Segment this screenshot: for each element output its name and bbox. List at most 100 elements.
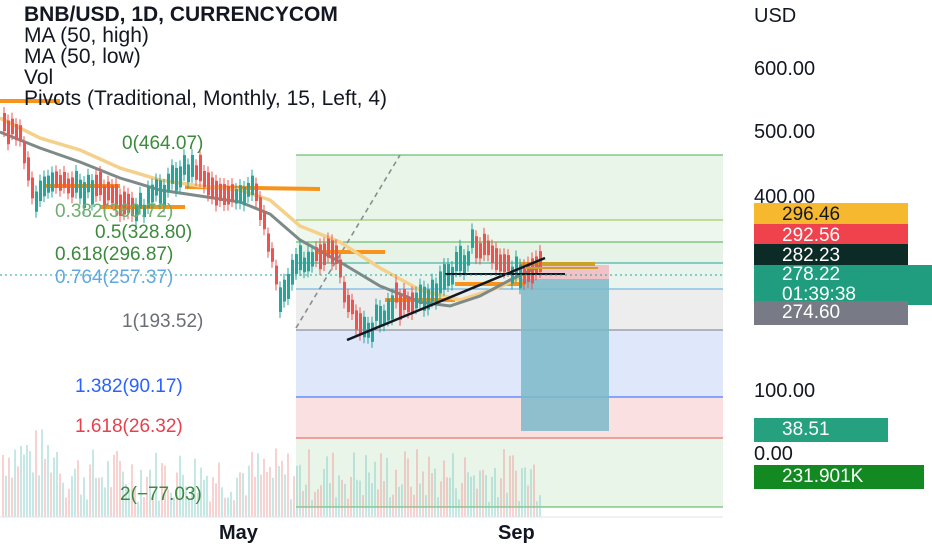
- volume-bar: [50, 472, 52, 517]
- volume-bar: [452, 453, 454, 517]
- candle-body: [471, 229, 474, 248]
- volume-bar: [68, 488, 70, 517]
- candle-body: [143, 204, 146, 218]
- fib-label-0764: 0.764(257.37): [55, 267, 174, 288]
- volume-bar: [41, 429, 43, 517]
- pivots-legend[interactable]: Pivots (Traditional, Monthly, 15, Left, …: [24, 87, 387, 110]
- volume-bars: [2, 429, 541, 517]
- volume-bar: [119, 460, 121, 517]
- volume-bar: [233, 500, 235, 517]
- candle-body: [95, 174, 98, 197]
- time-label-sep: Sep: [498, 522, 535, 544]
- candle-body: [131, 197, 134, 216]
- fib-zone-1382-1618: [296, 397, 723, 438]
- position-target-zone[interactable]: [521, 279, 609, 431]
- price-scale[interactable]: USD 600.00 500.00 400.00 100.00 0.00 296…: [730, 0, 932, 550]
- volume-bar: [302, 490, 304, 517]
- symbol-title[interactable]: BNB/USD, 1D, CURRENCYCOM: [24, 3, 338, 26]
- volume-bar: [131, 464, 133, 517]
- volume-bar: [482, 469, 484, 517]
- volume-bar: [245, 495, 247, 517]
- candle-body: [531, 258, 534, 284]
- volume-bar: [125, 484, 127, 517]
- volume-bar: [65, 497, 67, 517]
- ma-high-legend[interactable]: MA (50, high): [24, 24, 149, 47]
- candle-body: [79, 179, 82, 199]
- candle-body: [223, 184, 226, 205]
- volume-bar: [500, 478, 502, 517]
- volume-bar: [257, 453, 259, 517]
- ma-low-legend[interactable]: MA (50, low): [24, 45, 141, 68]
- volume-bar: [275, 448, 277, 517]
- volume-bar: [455, 488, 457, 517]
- candle-body: [515, 256, 518, 277]
- volume-bar: [437, 497, 439, 517]
- volume-bar: [221, 487, 223, 517]
- volume-bar: [296, 465, 298, 517]
- candle-body: [295, 254, 298, 274]
- volume-bar: [98, 477, 100, 517]
- candle-body: [383, 310, 386, 326]
- candle-body: [487, 240, 490, 256]
- candle-body: [495, 248, 498, 270]
- volume-bar: [95, 477, 97, 517]
- volume-bar: [299, 464, 301, 517]
- candle-body: [507, 255, 510, 271]
- volume-bar: [44, 458, 46, 517]
- volume-bar: [20, 445, 22, 517]
- candle-body: [83, 182, 86, 208]
- volume-bar: [86, 499, 88, 517]
- candle-body: [27, 157, 30, 181]
- volume-bar: [497, 497, 499, 517]
- bar-countdown: 01:39:38: [782, 284, 856, 305]
- volume-bar: [35, 430, 37, 517]
- candle-body: [423, 286, 426, 311]
- volume-bar: [140, 469, 142, 517]
- fib-label-1: 1(193.52): [122, 311, 204, 332]
- volume-bar: [332, 452, 334, 517]
- candle-body: [455, 252, 458, 272]
- candle-body: [203, 170, 206, 188]
- candle-body: [307, 251, 310, 272]
- volume-bar: [314, 491, 316, 517]
- volume-bar: [305, 484, 307, 517]
- volume-bar: [365, 455, 367, 517]
- candle-body: [239, 185, 242, 204]
- volume-bar: [290, 499, 292, 517]
- volume-bar: [200, 467, 202, 517]
- candle-body: [527, 262, 530, 283]
- fib-label-1382: 1.382(90.17): [75, 376, 183, 397]
- candle-body: [103, 185, 106, 206]
- currency-label[interactable]: USD: [754, 5, 797, 27]
- candle-body: [63, 171, 66, 188]
- volume-bar: [113, 454, 115, 517]
- candle-body: [119, 194, 122, 217]
- volume-legend[interactable]: Vol: [24, 66, 54, 89]
- candle-body: [331, 240, 334, 265]
- volume-bar: [188, 498, 190, 517]
- trend-angle-line[interactable]: [295, 154, 401, 329]
- volume-bar: [173, 497, 175, 517]
- volume-bar: [308, 449, 310, 517]
- volume-bar: [410, 486, 412, 517]
- candle-body: [439, 271, 442, 294]
- candle-body: [503, 254, 506, 273]
- volume-bar: [32, 472, 34, 517]
- volume-bar: [539, 495, 541, 517]
- volume-bar: [266, 472, 268, 517]
- volume-bar: [170, 492, 172, 517]
- candle-body: [175, 167, 178, 191]
- volume-bar: [467, 472, 469, 517]
- volume-bar: [134, 487, 136, 517]
- candle-body: [55, 171, 58, 188]
- support-trendline[interactable]: [346, 256, 546, 342]
- volume-bar: [155, 452, 157, 517]
- volume-bar: [179, 455, 181, 517]
- volume-bar: [311, 500, 313, 517]
- tag-last-price: 278.22 01:39:38: [754, 265, 932, 305]
- candle-body: [231, 184, 234, 202]
- volume-bar: [389, 497, 391, 517]
- volume-bar: [161, 463, 163, 517]
- volume-bar: [323, 469, 325, 517]
